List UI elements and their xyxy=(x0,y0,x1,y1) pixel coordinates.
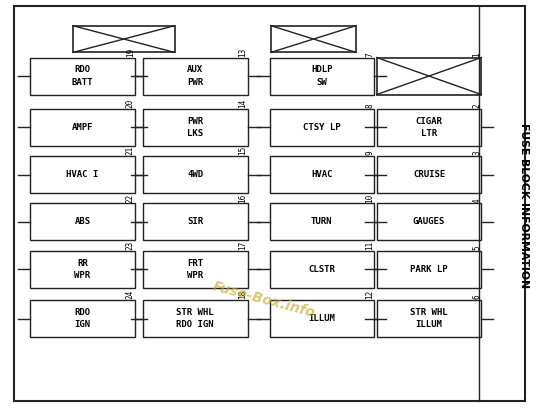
Bar xyxy=(270,156,374,193)
Text: PARK LP: PARK LP xyxy=(410,265,448,274)
Bar xyxy=(377,156,481,193)
Text: 9: 9 xyxy=(365,151,374,155)
Text: WPR: WPR xyxy=(74,271,91,280)
Bar xyxy=(30,58,135,95)
Bar xyxy=(143,156,248,193)
Text: 24: 24 xyxy=(126,290,135,299)
Text: 4: 4 xyxy=(472,198,481,203)
Text: 14: 14 xyxy=(239,99,248,108)
Bar xyxy=(377,58,481,95)
Bar xyxy=(270,203,374,240)
Text: 18: 18 xyxy=(239,290,248,299)
Text: ILLUM: ILLUM xyxy=(309,314,335,323)
Text: Fuse-Box.info: Fuse-Box.info xyxy=(211,279,317,321)
Text: AUX: AUX xyxy=(187,65,204,74)
Text: CIGAR: CIGAR xyxy=(416,117,442,126)
Text: 21: 21 xyxy=(126,146,135,155)
Bar xyxy=(143,58,248,95)
Bar xyxy=(270,251,374,288)
Bar xyxy=(143,203,248,240)
Text: LTR: LTR xyxy=(421,129,437,138)
Text: AMPF: AMPF xyxy=(72,123,94,132)
Text: 1: 1 xyxy=(472,52,481,57)
Bar xyxy=(270,58,374,95)
Bar xyxy=(143,109,248,146)
Bar xyxy=(271,25,356,52)
Bar xyxy=(30,109,135,146)
Text: SIR: SIR xyxy=(187,217,204,226)
Text: 12: 12 xyxy=(365,290,374,299)
Text: 8: 8 xyxy=(365,104,374,108)
Text: CLSTR: CLSTR xyxy=(309,265,335,274)
Text: CTSY LP: CTSY LP xyxy=(303,123,340,132)
Text: GAUGES: GAUGES xyxy=(413,217,445,226)
Text: 20: 20 xyxy=(126,99,135,108)
Text: 13: 13 xyxy=(239,47,248,57)
Bar xyxy=(270,300,374,337)
Text: 22: 22 xyxy=(126,193,135,203)
Bar xyxy=(30,300,135,337)
Text: HVAC: HVAC xyxy=(311,170,333,179)
Text: ABS: ABS xyxy=(74,217,91,226)
Bar xyxy=(30,203,135,240)
Text: ILLUM: ILLUM xyxy=(416,320,442,329)
Text: 11: 11 xyxy=(365,240,374,250)
Text: 19: 19 xyxy=(126,47,135,57)
Text: RDO: RDO xyxy=(74,65,91,74)
Text: RDO IGN: RDO IGN xyxy=(177,320,214,329)
Bar xyxy=(377,251,481,288)
Text: FRT: FRT xyxy=(187,259,204,268)
Text: 17: 17 xyxy=(239,240,248,250)
Text: LKS: LKS xyxy=(187,129,204,138)
Text: PWR: PWR xyxy=(187,117,204,126)
Text: HVAC I: HVAC I xyxy=(67,170,98,179)
Bar xyxy=(377,109,481,146)
Bar xyxy=(143,251,248,288)
Text: 16: 16 xyxy=(239,193,248,203)
Text: 3: 3 xyxy=(472,151,481,155)
Text: STR WHL: STR WHL xyxy=(410,308,448,317)
Text: 6: 6 xyxy=(472,295,481,299)
Bar xyxy=(377,203,481,240)
Text: 5: 5 xyxy=(472,245,481,250)
Text: PWR: PWR xyxy=(187,78,204,87)
Bar xyxy=(377,300,481,337)
Text: 4WD: 4WD xyxy=(187,170,204,179)
Text: BATT: BATT xyxy=(72,78,94,87)
Text: STR WHL: STR WHL xyxy=(177,308,214,317)
Bar xyxy=(30,156,135,193)
Text: 7: 7 xyxy=(365,52,374,57)
Text: 15: 15 xyxy=(239,146,248,155)
Bar xyxy=(270,109,374,146)
Text: FUSE BLOCK INFORMATION: FUSE BLOCK INFORMATION xyxy=(519,123,529,288)
Text: 10: 10 xyxy=(365,193,374,203)
Text: CRUISE: CRUISE xyxy=(413,170,445,179)
Bar xyxy=(73,25,175,52)
Text: RR: RR xyxy=(77,259,88,268)
Text: SW: SW xyxy=(316,78,327,87)
Bar xyxy=(143,300,248,337)
Text: IGN: IGN xyxy=(74,320,91,329)
Text: 23: 23 xyxy=(126,240,135,250)
Text: WPR: WPR xyxy=(187,271,204,280)
Text: 2: 2 xyxy=(472,104,481,108)
Text: HDLP: HDLP xyxy=(311,65,333,74)
Text: RDO: RDO xyxy=(74,308,91,317)
Bar xyxy=(30,251,135,288)
Text: TURN: TURN xyxy=(311,217,333,226)
